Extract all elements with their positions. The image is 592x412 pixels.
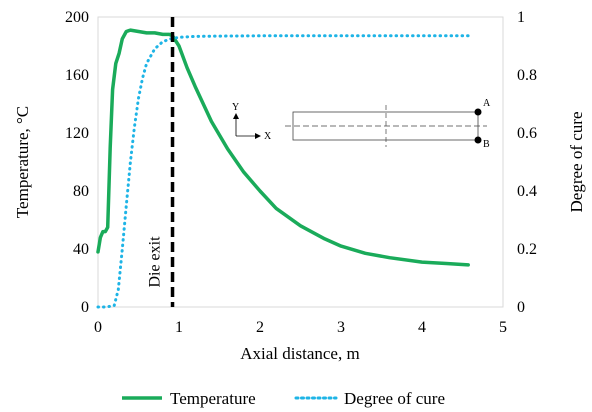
inset-y-arrowhead [233,113,239,119]
inset-point-b [474,136,482,144]
y-tick-label-right: 0 [517,299,525,316]
y-tick-label-right: 0.4 [517,183,537,200]
legend-label-cure: Degree of cure [344,389,445,408]
x-tick-label: 4 [418,319,426,336]
y-tick-label-left: 0 [81,299,89,316]
x-tick-label: 1 [175,319,183,336]
y-axis-title-left: Temperature, °C [13,106,32,218]
y-tick-label-left: 40 [73,241,89,258]
y-tick-label-right: 0.6 [517,125,537,142]
inset-point-a-label: A [483,98,491,109]
y-axis-title-right: Degree of cure [567,112,586,213]
y-tick-label-left: 160 [65,67,89,84]
x-tick-label: 0 [94,319,102,336]
die-exit-label: Die exit [147,236,164,288]
inset-point-b-label: B [483,139,490,150]
series-line-cure [96,34,470,309]
legend: Temperature Degree of cure [122,389,445,408]
inset-x-label: X [264,131,272,142]
y-tick-label-right: 1 [517,9,525,26]
inset-point-a [474,108,482,116]
x-tick-label: 3 [337,319,345,336]
y-tick-labels-left: 0 40 80 120 160 200 [65,9,89,316]
x-axis-title: Axial distance, m [240,344,359,363]
inset-x-arrowhead [255,133,261,139]
inset-y-label: Y [232,102,239,113]
inset-schematic: Y X A B [232,98,491,150]
y-tick-labels-right: 0 0.2 0.4 0.6 0.8 1 [517,9,537,316]
x-tick-label: 2 [256,319,264,336]
y-tick-label-left: 80 [73,183,89,200]
y-tick-label-left: 120 [65,125,89,142]
x-tick-label: 5 [499,319,507,336]
y-tick-label-right: 0.2 [517,241,537,258]
series-line-temperature [96,28,470,267]
x-tick-labels: 0 1 2 3 4 5 [94,319,507,336]
y-tick-label-right: 0.8 [517,67,537,84]
y-tick-label-left: 200 [65,9,89,26]
legend-label-temperature: Temperature [170,389,256,408]
